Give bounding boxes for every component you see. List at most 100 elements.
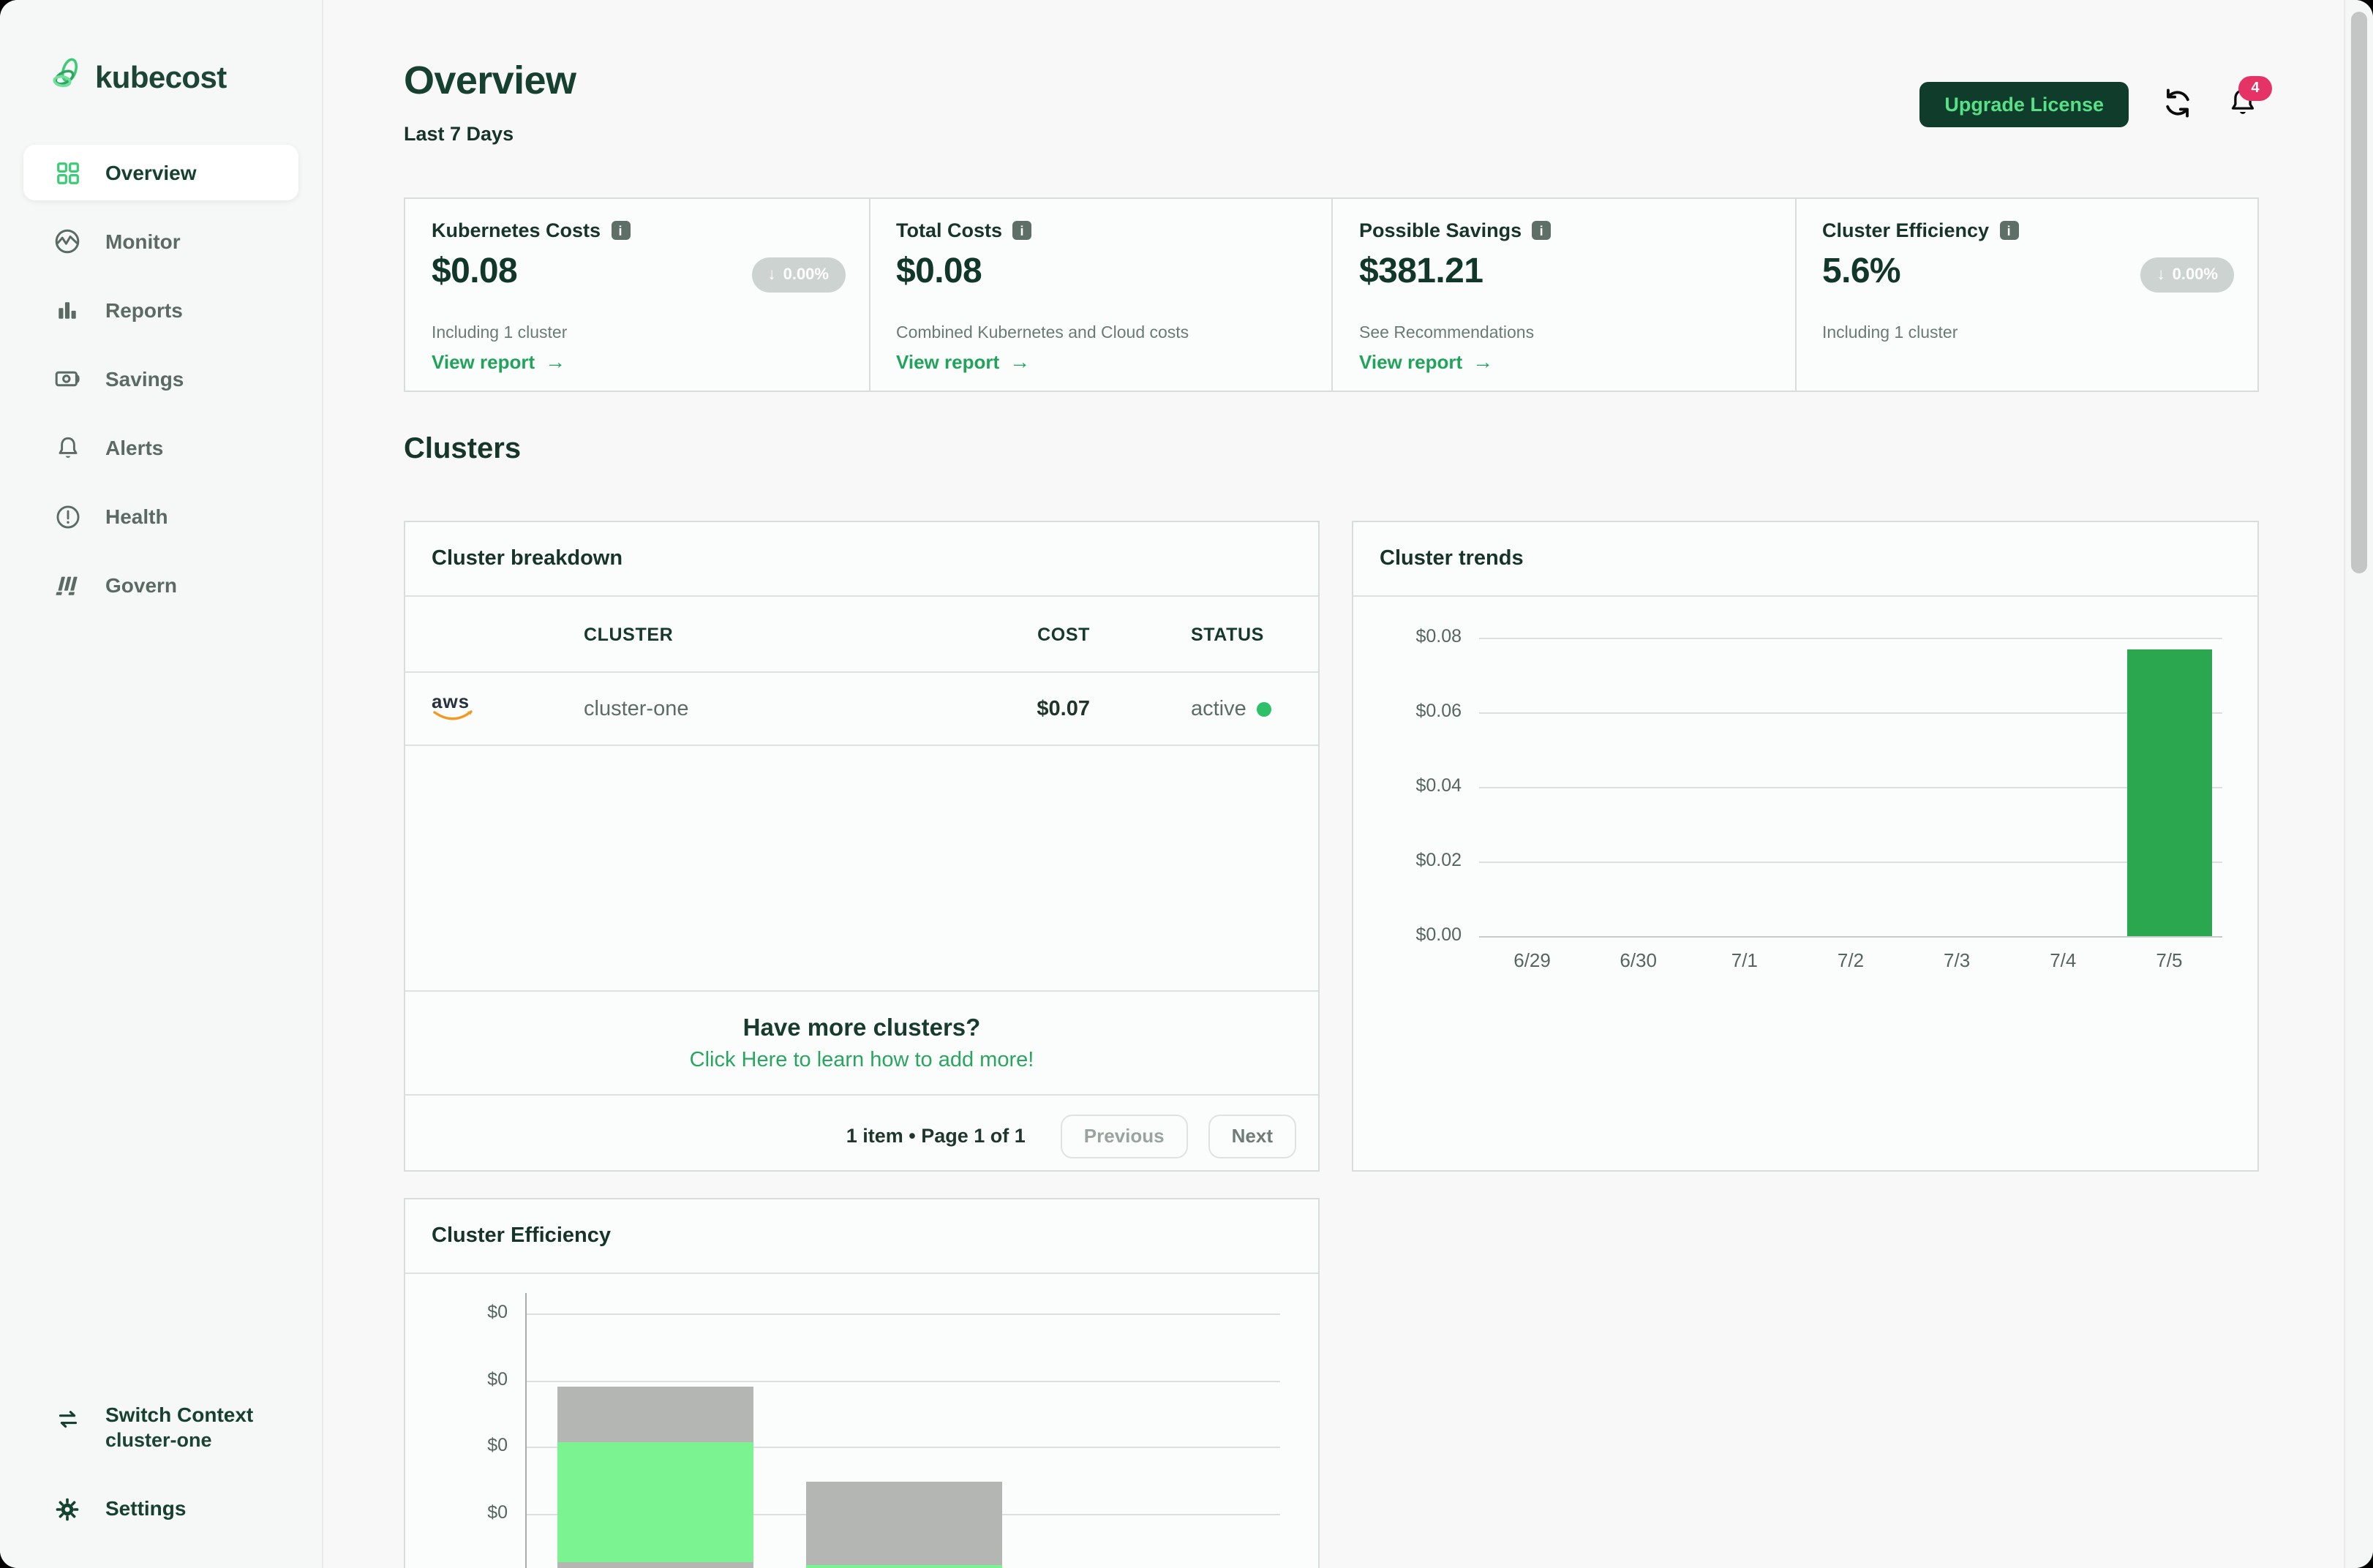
sidebar-item-label: Savings [105,367,184,391]
switch-context-label: Switch Context [105,1401,253,1428]
sidebar-item-alerts[interactable]: Alerts [23,420,298,475]
card-title: Cluster trends [1353,522,2257,597]
stat-value: $381.21 [1359,252,1483,293]
sidebar-item-overview[interactable]: Overview [23,145,298,200]
change-badge: ↓ 0.00% [752,257,845,293]
y-axis-tick: $0 [405,1435,508,1455]
sidebar-item-govern[interactable]: Govern [23,557,298,613]
aws-logo: aws [405,694,584,723]
table-header: CLUSTER COST STATUS [405,597,1318,673]
sidebar-item-label: Health [105,505,168,528]
down-arrow-icon: ↓ [768,266,776,284]
table-empty-space [405,746,1318,992]
info-icon[interactable]: i [1532,221,1551,240]
stat-subtext: Combined Kubernetes and Cloud costs [896,325,1189,342]
y-axis-tick: $0.00 [1353,925,1462,946]
sidebar-item-monitor[interactable]: Monitor [23,214,298,269]
pulse-circle-icon [53,227,82,256]
columns-icon [53,570,82,600]
header-actions: Upgrade License [1919,82,2259,127]
view-report-link[interactable]: View report→ [1359,350,1493,373]
x-axis-tick: 6/29 [1483,950,1582,972]
grid-icon [53,158,82,187]
settings-label: Settings [105,1495,186,1521]
column-cost: COST [929,624,1099,644]
more-clusters-block: Have more clusters? Click Here to learn … [405,992,1318,1096]
main-content: Overview Last 7 Days Upgrade License [322,0,2373,1568]
previous-page-button[interactable]: Previous [1061,1114,1188,1158]
stat-subtext: Including 1 cluster [432,325,567,342]
stat-title: Cluster Efficiency [1822,219,1989,241]
pagination-summary: 1 item • Page 1 of 1 [846,1125,1026,1147]
right-arrow-icon: → [1009,350,1030,373]
stat-title: Total Costs [896,219,1002,241]
cluster-trends-card: Cluster trends $0.08 $0.06 $0.04 $0.02 $0.00… [1352,521,2259,1172]
current-context: cluster-one [105,1428,253,1454]
x-axis-tick: 7/5 [2119,950,2219,972]
add-clusters-link[interactable]: Click Here to learn how to add more! [690,1048,1034,1071]
column-cluster: CLUSTER [584,624,929,644]
stat-title: Possible Savings [1359,219,1522,241]
stat-subtext: Including 1 cluster [1822,325,1958,342]
x-axis-tick: 7/2 [1801,950,1900,972]
clusters-heading: Clusters [404,433,521,467]
stat-card-total-costs: Total Costs i $0.08 Combined Kubernetes … [868,199,1331,391]
switch-context-button[interactable]: Switch Context cluster-one [0,1401,322,1454]
column-status: STATUS [1099,624,1318,644]
view-report-link[interactable]: View report→ [432,350,565,373]
scrollbar-track [2344,0,2373,1568]
y-axis-tick: $0 [405,1368,508,1389]
refresh-icon [2161,86,2195,124]
efficiency-bar-segment-efficient[interactable] [557,1442,753,1561]
stat-cards-row: Kubernetes Costs i $0.08 ↓ 0.00% Includi… [404,197,2259,392]
sidebar-item-label: Govern [105,573,177,597]
view-report-link[interactable]: View report→ [896,350,1030,373]
right-arrow-icon: → [1473,350,1493,373]
cluster-cost: $0.07 [929,697,1099,720]
swap-arrows-icon [53,1404,82,1433]
cluster-name: cluster-one [584,697,929,720]
sidebar-item-savings[interactable]: Savings [23,351,298,407]
table-row[interactable]: aws cluster-one $0.07 active [405,673,1318,746]
efficiency-bar-segment-other[interactable] [557,1386,753,1442]
info-icon[interactable]: i [1999,221,2018,240]
efficiency-bar-segment-other[interactable] [557,1561,753,1568]
efficiency-bar-segment-efficient[interactable] [806,1565,1002,1568]
efficiency-bar-segment-other[interactable] [806,1482,1002,1565]
trend-bar-7/5[interactable] [2126,650,2211,937]
more-clusters-title: Have more clusters? [743,1014,981,1042]
sidebar-item-label: Overview [105,161,197,184]
cluster-efficiency-card: Cluster Efficiency $0$0$0$0 [404,1198,1320,1568]
card-title: Cluster Efficiency [405,1199,1318,1274]
x-axis-tick: 7/1 [1695,950,1794,972]
refresh-button[interactable] [2161,86,2195,124]
x-axis-tick: 7/4 [2013,950,2113,972]
y-axis-tick: $0.08 [1353,625,1462,646]
x-axis-tick: 7/3 [1907,950,2007,972]
y-axis-tick: $0.04 [1353,775,1462,796]
info-icon[interactable]: i [611,221,630,240]
upgrade-license-button[interactable]: Upgrade License [1919,82,2129,127]
kubecost-leaf-icon [48,56,86,101]
scrollbar-thumb[interactable] [2351,12,2367,573]
stat-value: $0.08 [432,252,517,293]
cluster-status: active [1099,697,1318,720]
notifications-button[interactable]: 4 [2227,86,2259,123]
right-arrow-icon: → [545,350,565,373]
y-axis-tick: $0.02 [1353,850,1462,870]
cluster-breakdown-card: Cluster breakdown CLUSTER COST STATUS aw… [404,521,1320,1172]
next-page-button[interactable]: Next [1208,1114,1296,1158]
notification-count-badge: 4 [2238,76,2272,101]
y-axis-tick: $0.06 [1353,700,1462,720]
y-axis-tick: $0 [405,1502,508,1523]
sidebar-item-reports[interactable]: Reports [23,282,298,338]
stat-value: 5.6% [1822,252,1900,293]
sidebar-item-health[interactable]: Health [23,489,298,544]
logo-text: kubecost [95,61,227,96]
sidebar-bottom: Switch Context cluster-one [0,1401,322,1524]
stat-card-possible-savings: Possible Savings i $381.21 See Recommend… [1331,199,1794,391]
page-title: Overview [404,59,576,104]
settings-button[interactable]: Settings [0,1492,322,1524]
kubecost-logo: kubecost [48,56,227,101]
info-icon[interactable]: i [1012,221,1031,240]
